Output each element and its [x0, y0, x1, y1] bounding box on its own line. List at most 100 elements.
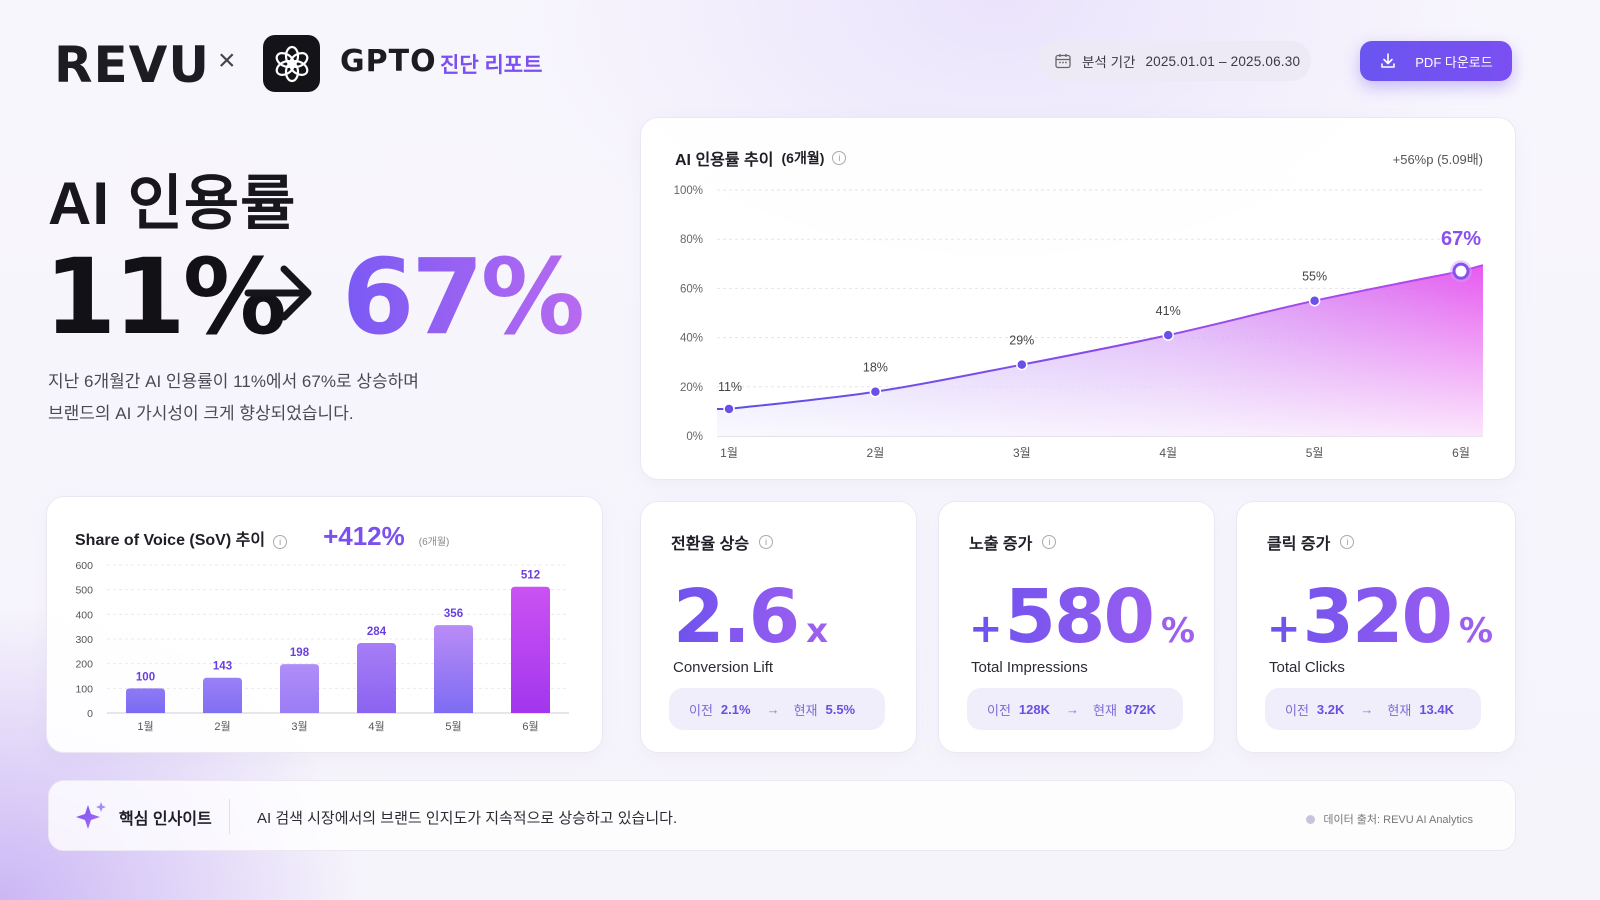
- pdf-download-button[interactable]: PDF 다운로드: [1360, 41, 1512, 81]
- pdf-button-label: PDF 다운로드: [1415, 54, 1493, 70]
- insight-bar: 핵심 인사이트 AI 검색 시장에서의 브랜드 인지도가 지속적으로 상승하고 …: [48, 780, 1516, 851]
- x-tick-label: 1월: [720, 446, 738, 460]
- analysis-period[interactable]: 분석 기간 2025.01.01 – 2025.06.30: [1038, 41, 1311, 81]
- kpi-title: 노출 증가 i: [969, 530, 1057, 554]
- current-label: 현재: [1093, 702, 1117, 718]
- kpi-label: Total Impressions: [971, 659, 1088, 676]
- x-tick-label: 6월: [522, 720, 538, 733]
- period-value: 2025.01.01 – 2025.06.30: [1145, 53, 1301, 69]
- info-icon[interactable]: i: [759, 535, 774, 549]
- arrow-right-icon: →: [766, 701, 780, 717]
- arrow-right-icon: →: [1066, 701, 1079, 717]
- kpi-label: Total Clicks: [1269, 659, 1345, 676]
- kpi-value: 2.6 x: [671, 574, 828, 660]
- x-tick-label: 3월: [1013, 446, 1031, 460]
- current-value: 872K: [1124, 701, 1156, 717]
- sov-header: Share of Voice (SoV) 추이 i +412% (6개월): [75, 521, 449, 552]
- y-tick-label: 300: [75, 634, 93, 646]
- kpi-title-text: 노출 증가: [969, 536, 1033, 553]
- trend-delta: +56%p (5.09배): [1392, 152, 1483, 167]
- kpi-plus: +: [969, 606, 1003, 652]
- bar: [434, 625, 473, 713]
- sov-growth: +412%: [323, 521, 405, 551]
- trend-title-text: AI 인용률 추이: [675, 152, 774, 169]
- trend-title: AI 인용률 추이 (6개월) i: [675, 146, 847, 170]
- current-label: 현재: [1387, 702, 1412, 718]
- x-tick-label: 3월: [291, 720, 307, 733]
- kpi-plus: +: [1267, 606, 1301, 652]
- kpi-card-clicks: 클릭 증가 i + 320 % Total Clicks 이전 3.2K → 현…: [1236, 501, 1516, 753]
- bar-value-label: 284: [367, 626, 387, 638]
- kpi-title-text: 클릭 증가: [1267, 536, 1331, 553]
- data-point: [1162, 329, 1174, 341]
- download-icon: [1381, 53, 1396, 68]
- y-tick-label: 80%: [680, 234, 703, 246]
- data-point: [1016, 358, 1028, 371]
- y-tick-label: 600: [75, 560, 93, 572]
- bar: [511, 586, 550, 713]
- bar: [203, 677, 242, 713]
- report-label: 진단 리포트: [440, 54, 543, 77]
- prev-value: 128K: [1018, 701, 1050, 717]
- y-tick-label: 500: [75, 585, 93, 597]
- trend-chart: 0% 20% 40% 60% 80% 100% 11% 1월 18% 2월 29% 3월 41% 4월 55…: [674, 185, 1484, 460]
- info-icon[interactable]: i: [1340, 535, 1355, 549]
- data-label: 67%: [1441, 228, 1481, 250]
- data-point: [1308, 294, 1321, 307]
- kpi-unit: x: [806, 611, 829, 651]
- arrow-right-icon: →: [1360, 701, 1374, 717]
- data-label: 11%: [718, 380, 742, 394]
- sov-growth-period: (6개월): [418, 537, 450, 548]
- prev-label: 이전: [689, 702, 713, 718]
- x-tick-label: 2월: [214, 720, 230, 733]
- prev-label: 이전: [987, 702, 1011, 718]
- insight-text: AI 검색 시장에서의 브랜드 인지도가 지속적으로 상승하고 있습니다.: [257, 810, 678, 827]
- y-tick-label: 0%: [686, 431, 703, 443]
- sov-trend-card: Share of Voice (SoV) 추이 i +412% (6개월) 0 1…: [46, 496, 603, 753]
- x-tick-label: 6월: [1452, 446, 1470, 460]
- info-icon[interactable]: i: [1042, 535, 1057, 549]
- x-tick-label: 2월: [867, 446, 885, 460]
- series-line: [717, 264, 1484, 410]
- bar-value-label: 512: [521, 570, 540, 582]
- kpi-value: + 580 %: [969, 574, 1195, 660]
- data-label: 18%: [863, 361, 888, 375]
- source-text: 데이터 출처: REVU AI Analytics: [1323, 814, 1473, 826]
- kpi-title-text: 전환율 상승: [671, 536, 750, 553]
- kpi-unit: %: [1458, 611, 1494, 651]
- area-fade: [717, 265, 1483, 436]
- bar: [280, 664, 319, 713]
- x-tick-label: 5월: [445, 720, 461, 733]
- data-point: [1452, 262, 1470, 280]
- kpi-number: 2.6: [673, 574, 799, 660]
- info-icon[interactable]: i: [273, 535, 288, 549]
- times-symbol: ×: [218, 44, 236, 77]
- info-icon[interactable]: i: [832, 151, 847, 165]
- bar: [357, 642, 396, 713]
- hero-desc-line1: 지난 6개월간 AI 인용률이 11%에서 67%로 상승하며: [48, 372, 419, 391]
- kpi-card-conversion: 전환율 상승 i 2.6 x Conversion Lift 이전 2.1% →…: [640, 501, 917, 753]
- y-tick-label: 100: [75, 683, 93, 695]
- hero-from-value: 11%: [44, 236, 287, 358]
- x-tick-label: 4월: [1159, 446, 1177, 460]
- kpi-compare: 이전 3.2K → 현재 13.4K: [1265, 688, 1481, 730]
- bar-value-label: 143: [213, 661, 232, 673]
- hero-title: AI 인용률: [48, 170, 297, 237]
- kpi-number: 580: [1004, 574, 1153, 660]
- bar-value-label: 356: [444, 608, 463, 620]
- bar-value-label: 198: [290, 647, 310, 659]
- y-tick-label: 20%: [680, 382, 703, 394]
- sparkle-icon: [76, 802, 106, 829]
- gpto-name: GPTO: [340, 44, 437, 79]
- bar: [126, 688, 165, 713]
- current-value: 5.5%: [825, 701, 856, 717]
- prev-label: 이전: [1285, 702, 1309, 718]
- source-dot-icon: [1306, 814, 1316, 824]
- gpto-flower-icon: [263, 35, 320, 92]
- current-value: 13.4K: [1419, 701, 1455, 717]
- data-point: [723, 403, 735, 415]
- sov-chart: 0 100 200 300 400 500 600 100 1월 143 2월 198 3월 284 4월 3…: [75, 560, 569, 733]
- sov-title: Share of Voice (SoV) 추이: [75, 532, 266, 549]
- x-tick-label: 4월: [368, 720, 384, 733]
- ai-citation-trend-card: AI 인용률 추이 (6개월) i +56%p (5.09배) 0% 20% 40%…: [640, 117, 1516, 480]
